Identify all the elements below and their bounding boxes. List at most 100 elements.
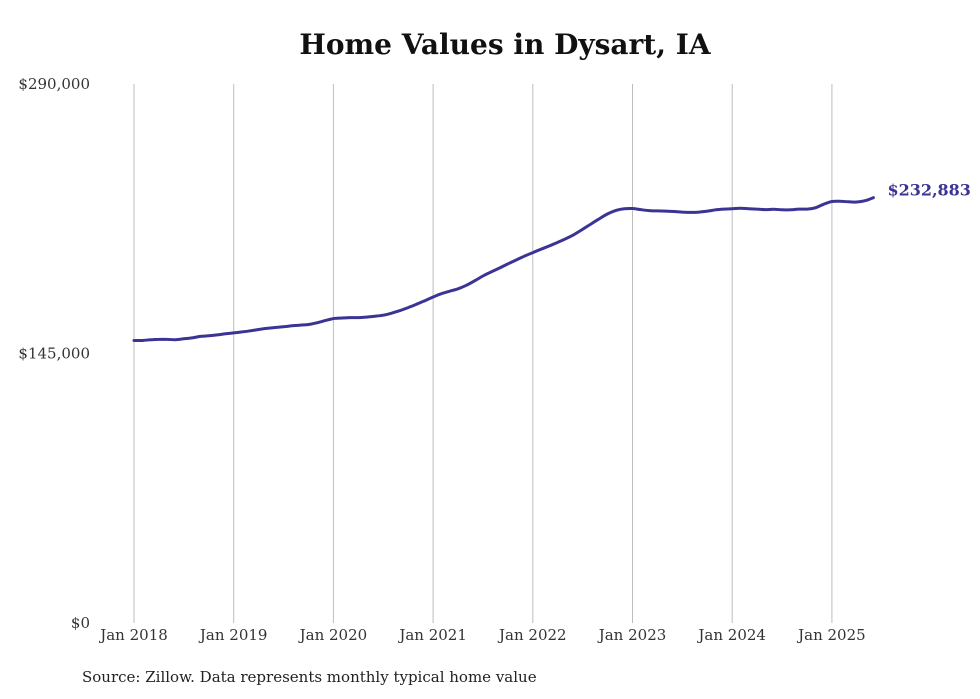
data-point [773, 208, 775, 210]
y-tick-label: $145,000 [18, 345, 90, 363]
grid-lines [133, 84, 833, 623]
data-point [365, 316, 367, 318]
value-labels: $232,883 [887, 181, 971, 200]
data-point [723, 208, 725, 210]
data-point [374, 315, 376, 317]
data-point [299, 324, 301, 326]
data-point [831, 200, 833, 202]
data-point [590, 223, 592, 225]
data-point [291, 325, 293, 327]
y-tick-label: $0 [71, 614, 90, 632]
data-point [440, 293, 442, 295]
data-point [407, 306, 409, 308]
data-point [623, 208, 625, 210]
data-point [241, 331, 243, 333]
data-point [798, 208, 800, 210]
data-point [257, 328, 259, 330]
data-point [540, 248, 542, 250]
data-point [324, 319, 326, 321]
data-point [498, 267, 500, 269]
x-tick-label: Jan 2023 [597, 626, 667, 644]
data-point [216, 334, 218, 336]
x-tick-label: Jan 2018 [98, 626, 168, 644]
data-point [864, 200, 866, 202]
data-point [582, 228, 584, 230]
y-axis-ticks: $0 $145,000 $290,000 [18, 75, 90, 632]
data-point [399, 309, 401, 311]
data-point [249, 330, 251, 332]
series-line [132, 196, 875, 343]
data-point [133, 339, 135, 341]
data-point [332, 317, 334, 319]
data-point [424, 300, 426, 302]
x-axis-ticks: Jan 2018 Jan 2019 Jan 2020 Jan 2021 Jan 2022… [98, 626, 865, 644]
data-point [274, 326, 276, 328]
data-point [681, 211, 683, 213]
data-point [382, 314, 384, 316]
last-value-label: $232,883 [887, 181, 971, 200]
data-point [141, 339, 143, 341]
data-point [806, 208, 808, 210]
data-point [872, 197, 874, 199]
data-point [698, 211, 700, 213]
data-point [781, 209, 783, 211]
data-point [515, 259, 517, 261]
x-tick-label: Jan 2020 [298, 626, 368, 644]
data-point [307, 323, 309, 325]
data-point [341, 317, 343, 319]
x-tick-label: Jan 2022 [497, 626, 567, 644]
data-point [856, 201, 858, 203]
data-point [166, 338, 168, 340]
data-point [573, 233, 575, 235]
data-point [814, 207, 816, 209]
data-point [631, 207, 633, 209]
data-point [656, 210, 658, 212]
x-tick-label: Jan 2019 [198, 626, 268, 644]
data-point [756, 208, 758, 210]
data-point [606, 213, 608, 215]
data-point [640, 208, 642, 210]
data-point [690, 211, 692, 213]
x-tick-label: Jan 2025 [796, 626, 866, 644]
data-point [673, 210, 675, 212]
data-point [183, 338, 185, 340]
data-point [557, 241, 559, 243]
data-point [548, 245, 550, 247]
data-point [390, 312, 392, 314]
data-point [465, 284, 467, 286]
x-tick-label: Jan 2021 [397, 626, 467, 644]
data-point [266, 327, 268, 329]
data-point [748, 208, 750, 210]
data-point [174, 339, 176, 341]
data-point [490, 271, 492, 273]
data-point [191, 337, 193, 339]
data-point [565, 237, 567, 239]
series-layer [132, 196, 875, 343]
data-point [532, 251, 534, 253]
data-point [473, 280, 475, 282]
data-point [282, 326, 284, 328]
data-point [158, 338, 160, 340]
data-point [432, 296, 434, 298]
data-point [706, 210, 708, 212]
data-point [316, 322, 318, 324]
data-point [415, 303, 417, 305]
data-point [847, 201, 849, 203]
data-point [739, 207, 741, 209]
data-point [665, 210, 667, 212]
data-point [714, 209, 716, 211]
data-point [233, 332, 235, 334]
data-points [133, 197, 875, 342]
data-point [648, 209, 650, 211]
data-point [482, 275, 484, 277]
chart-title: Home Values in Dysart, IA [299, 28, 711, 61]
x-tick-label: Jan 2024 [696, 626, 766, 644]
data-point [764, 208, 766, 210]
data-point [598, 218, 600, 220]
data-point [449, 290, 451, 292]
data-point [839, 200, 841, 202]
data-point [357, 316, 359, 318]
data-point [224, 333, 226, 335]
data-point [149, 339, 151, 341]
